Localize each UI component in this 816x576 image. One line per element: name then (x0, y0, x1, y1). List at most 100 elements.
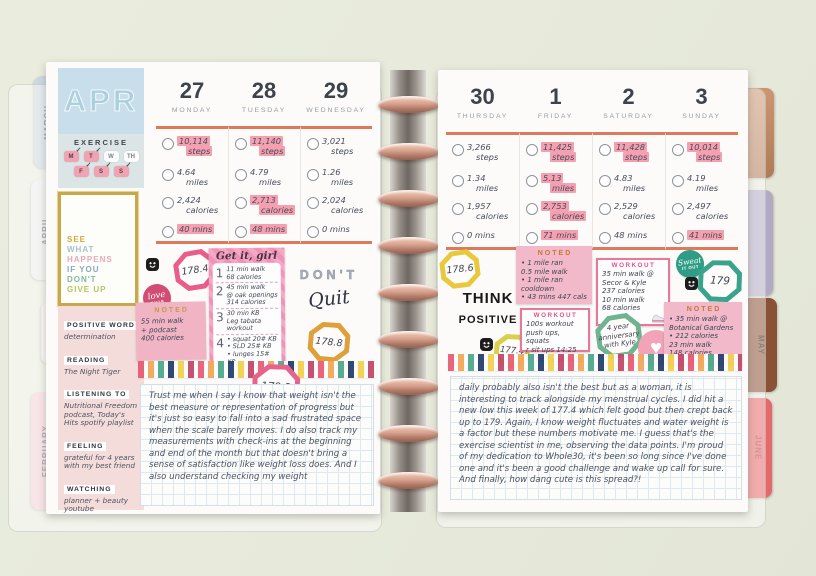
exercise-day-chip-s-6[interactable]: S (113, 161, 132, 177)
noted-line: Botanical Gardens (669, 323, 734, 332)
stat-checkbox-circle[interactable] (526, 203, 538, 215)
noted-sticky-1: NOTED • 1 mile ran 0.5 mile walk • 1 mile … (516, 246, 592, 304)
day-name: TUESDAY (241, 107, 287, 114)
sidebar-section-label: POSITIVE WORD (64, 321, 138, 330)
exercise-day-chip-th-3[interactable]: TH (123, 151, 139, 162)
girl-item-lines: 45 min walk @ oak openings 314 calories (226, 283, 277, 307)
positive-word: POSITIVE (458, 314, 518, 326)
tab-unlabeled-copper[interactable] (744, 88, 774, 178)
exercise-day-chip-s-5[interactable]: S (93, 161, 112, 177)
stat-checkbox-circle[interactable] (235, 138, 247, 150)
stat-checkbox-circle[interactable] (235, 169, 247, 181)
exercise-day-chip-t-1[interactable]: T (83, 146, 102, 162)
stat-checkbox-circle[interactable] (599, 144, 611, 156)
tab-may[interactable]: MAY (745, 298, 777, 392)
journal-right[interactable]: daily probably also isn't the best but a… (450, 376, 742, 500)
stat-checkbox-circle[interactable] (599, 175, 611, 187)
exercise-days-row1: MTW TH (58, 146, 144, 162)
stat-checkbox-circle[interactable] (452, 203, 464, 215)
stat-checkbox-circle[interactable] (162, 138, 174, 150)
stat-row: 1.34 miles (452, 173, 517, 201)
stat-row: 2,713 calories (235, 195, 298, 224)
day-column-saturday: 2 SATURDAY 11,428 steps 4.83 miles 2,529 calori… (592, 84, 665, 250)
exercise-title: EXERCISE (74, 138, 128, 147)
stat-checkbox-circle[interactable] (162, 226, 174, 238)
girl-item-line: 68 calories (226, 272, 262, 281)
binder-disc (378, 331, 440, 348)
sidebar-section-value: planner + beauty youtube (64, 495, 129, 513)
stat-checkbox-circle[interactable] (526, 175, 538, 187)
smiley-sticker-icon (146, 258, 159, 271)
exercise-day-chip-f-4[interactable]: F (73, 161, 92, 177)
stat-value: 41 mins (687, 230, 725, 240)
stat-checkbox-circle[interactable] (526, 232, 538, 244)
noted-line: • 43 mins 447 cals (521, 293, 587, 302)
stat-value: 2,753 calories (541, 201, 587, 221)
noted-line: • 35 min walk @ (669, 315, 728, 323)
stat-checkbox-circle[interactable] (672, 144, 684, 156)
stat-checkbox-circle[interactable] (235, 226, 247, 238)
month-header: APR (58, 68, 144, 134)
journal-left[interactable]: Trust me when I say I know that weight i… (140, 384, 374, 506)
girl-item-number: 1 (215, 266, 224, 281)
day-column-monday: 27 MONDAY 10,114 steps 4.64 miles 2,424 calorie… (156, 78, 228, 244)
tracker-right: 30 THURSDAY 3,266 steps 1.34 miles 1,957 calori… (446, 84, 738, 250)
girl-item-number: 2 (215, 284, 224, 299)
quote-line: WHAT (67, 245, 95, 254)
anniversary-text: 4 year anniversary with Kyle (597, 321, 641, 352)
stat-checkbox-circle[interactable] (526, 144, 538, 156)
binder-disc (378, 284, 440, 301)
day-date: 1 (549, 84, 562, 109)
stat-checkbox-circle[interactable] (235, 197, 247, 209)
stat-value: 4.79 miles (250, 167, 282, 187)
quote-line: HAPPENS (67, 255, 113, 264)
girl-item-line: workout (226, 324, 253, 333)
stat-value: 11,425 steps (541, 142, 577, 162)
exercise-day-chip-w-2[interactable]: W (103, 151, 119, 162)
stat-row: 2,753 calories (526, 201, 590, 230)
girl-item-lines: 30 min KB Leg tabata workout (226, 309, 262, 333)
workout-title: WORKOUT (611, 262, 656, 269)
stat-checkbox-circle[interactable] (672, 175, 684, 187)
day-name: WEDNESDAY (306, 107, 366, 114)
stat-checkbox-circle[interactable] (599, 203, 611, 215)
stat-checkbox-circle[interactable] (452, 232, 464, 244)
stat-row: 71 mins (526, 230, 590, 248)
stat-row: 2,529 calories (599, 201, 663, 230)
weight-sticker-178-8: 178.8 (306, 320, 352, 364)
stat-row: 10,014 steps (672, 142, 736, 173)
stat-value: 2,529 calories (614, 201, 656, 221)
quote-line: DON'T (67, 275, 97, 284)
stat-checkbox-circle[interactable] (672, 203, 684, 215)
journal-left-text: Trust me when I say I know that weight i… (149, 391, 362, 482)
stat-checkbox-circle[interactable] (452, 175, 464, 187)
quote-sticker: SEE WHAT HAPPENS IF YOU DON'T GIVE UP (57, 191, 139, 307)
stat-checkbox-circle[interactable] (672, 232, 684, 244)
tab-june[interactable]: JUNE (744, 398, 772, 498)
girl-item-line: 314 calories (226, 298, 266, 307)
stat-row: 48 mins (599, 230, 663, 248)
sidebar-section-value: grateful for 4 years with my best friend (64, 452, 135, 470)
stat-checkbox-circle[interactable] (162, 169, 174, 181)
stat-checkbox-circle[interactable] (162, 197, 174, 209)
stat-checkbox-circle[interactable] (307, 197, 319, 209)
tab-unlabeled-lavender[interactable] (746, 190, 773, 296)
day-stats: 11,140 steps 4.79 miles 2,713 calories 48 mins (228, 126, 300, 244)
stat-checkbox-circle[interactable] (599, 232, 611, 244)
noted-title: NOTED (537, 250, 573, 257)
day-name: MONDAY (171, 107, 213, 114)
stat-row: 2,424 calories (162, 195, 226, 224)
noted-line: • 212 calories (669, 332, 719, 341)
day-header: 30 THURSDAY (446, 84, 519, 132)
stat-checkbox-circle[interactable] (307, 138, 319, 150)
stat-row: 4.79 miles (235, 167, 298, 195)
stat-checkbox-circle[interactable] (307, 169, 319, 181)
stat-checkbox-circle[interactable] (452, 144, 464, 156)
workout-line: 237 calories (602, 287, 645, 296)
noted-line: 400 calories (141, 333, 184, 343)
stat-checkbox-circle[interactable] (307, 226, 319, 238)
exercise-tracker: EXERCISE MTWTH FSS (58, 134, 144, 188)
exercise-day-chip-m-0[interactable]: M (63, 146, 82, 162)
girl-note-list: 1 11 min walk 68 calories 2 45 min walk @ oak… (212, 262, 282, 370)
day-date: 2 (622, 84, 635, 109)
